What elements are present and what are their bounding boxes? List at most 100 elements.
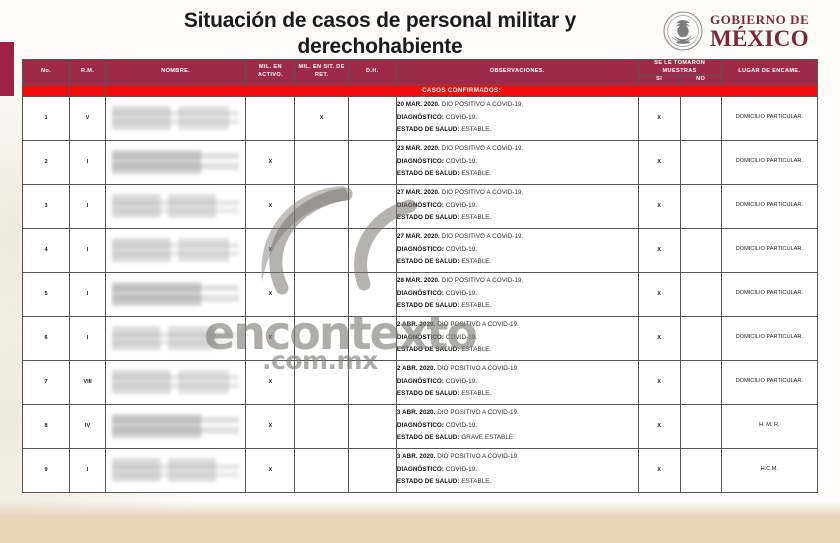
cell-observaciones: 27 MAR. 2020. DIO POSITIVO A COVID-19. D… bbox=[395, 227, 639, 273]
col-header-muestras-si: SI bbox=[637, 75, 681, 85]
col-header-muestras-no: NO bbox=[679, 75, 722, 85]
obs-line-date: 2 ABR. 2020. DIO POSITIVO A COVID-19. bbox=[396, 321, 519, 329]
cell-muestra-si: X bbox=[637, 95, 681, 141]
table-row[interactable]: 2 I X 23 MAR. 2020. DIO POSITIVO A COVID… bbox=[21, 139, 819, 185]
cell-dh bbox=[347, 359, 397, 405]
bottom-band-fade bbox=[0, 501, 840, 515]
obs-line-diagnostico: DIAGNÓSTICO: COVID-19. bbox=[396, 465, 478, 473]
cell-observaciones: 3 ABR. 2020. DIO POSITIVO A COVID-19. DI… bbox=[395, 447, 639, 493]
obs-line-date: 3 ABR. 2020. DIO POSITIVO A COVID-19. bbox=[396, 453, 519, 461]
cell-mil-activo: X bbox=[245, 139, 296, 185]
obs-line-diagnostico: DIAGNÓSTICO: COVID-19. bbox=[396, 333, 478, 341]
cell-dh bbox=[347, 447, 397, 493]
cell-no: 9 bbox=[21, 447, 71, 493]
cell-nombre bbox=[104, 227, 247, 273]
cell-no: 6 bbox=[21, 315, 71, 361]
table-row[interactable]: 4 I X 27 MAR. 2020. DIO POSITIVO A COVID… bbox=[21, 227, 819, 273]
cell-nombre bbox=[104, 359, 247, 405]
obs-line-estado: ESTADO DE SALUD: GRAVE ESTABLE bbox=[396, 434, 514, 442]
cell-mil-activo bbox=[245, 95, 296, 141]
cell-nombre bbox=[104, 95, 247, 141]
cell-mil-activo: X bbox=[245, 227, 296, 273]
cell-rm: I bbox=[69, 227, 106, 273]
redacted-name bbox=[111, 106, 240, 131]
cases-table: No. R.M. NOMBRE. MIL. EN ACTIVO. MIL. EN… bbox=[21, 58, 819, 493]
cell-nombre bbox=[104, 139, 247, 185]
cell-mil-activo: X bbox=[245, 359, 296, 405]
cell-observaciones: 27 MAR. 2020. DIO POSITIVO A COVID-19. D… bbox=[395, 183, 639, 229]
cell-nombre bbox=[104, 315, 247, 361]
cell-muestra-no bbox=[679, 403, 722, 449]
col-header-rm: R.M. bbox=[69, 59, 106, 85]
cell-muestra-no bbox=[679, 359, 722, 405]
cell-muestra-no bbox=[679, 183, 722, 229]
mexican-eagle-seal-icon bbox=[663, 11, 703, 51]
cell-lugar-encame: DOMICILIO PARTICULAR. bbox=[720, 271, 819, 317]
cell-nombre bbox=[104, 271, 247, 317]
cell-mil-activo: X bbox=[245, 447, 296, 493]
cell-lugar-encame: DOMICILIO PARTICULAR. bbox=[720, 315, 819, 361]
cell-observaciones: 2 ABR. 2020. DIO POSITIVO A COVID-19. DI… bbox=[395, 315, 639, 361]
redacted-name bbox=[111, 282, 240, 307]
cell-no: 4 bbox=[21, 227, 71, 273]
cell-muestra-si: X bbox=[637, 315, 681, 361]
cell-no: 7 bbox=[21, 359, 71, 405]
obs-line-diagnostico: DIAGNÓSTICO: COVID-19. bbox=[396, 289, 478, 297]
obs-line-diagnostico: DIAGNÓSTICO: COVID-19. bbox=[396, 245, 478, 253]
cell-no: 1 bbox=[21, 95, 71, 141]
obs-line-diagnostico: DIAGNÓSTICO: COVID-19. bbox=[396, 377, 478, 385]
table-row[interactable]: 7 VIII X 2 ABR. 2020. DIO POSITIVO A COV… bbox=[21, 359, 819, 405]
cell-lugar-encame: H. M. R. bbox=[720, 403, 819, 449]
obs-line-estado: ESTADO DE SALUD: ESTABLE. bbox=[396, 390, 492, 398]
cell-lugar-encame: H.C.M. bbox=[720, 447, 819, 493]
cell-no: 5 bbox=[21, 271, 71, 317]
cell-mil-retiro bbox=[294, 227, 349, 273]
cell-lugar-encame: DOMICILIO PARTICULAR. bbox=[720, 227, 819, 273]
cell-mil-activo: X bbox=[245, 403, 296, 449]
obs-line-date: 23 MAR. 2020. DIO POSITIVO A COVID-19. bbox=[396, 145, 524, 153]
obs-line-estado: ESTADO DE SALUD: ESTABLE. bbox=[396, 214, 492, 222]
cell-rm: V bbox=[69, 95, 106, 141]
logo-text: GOBIERNO DE MÉXICO bbox=[710, 13, 809, 50]
table-row[interactable]: 8 IV X 3 ABR. 2020. DIO POSITIVO A COVID… bbox=[21, 403, 819, 449]
redacted-name bbox=[111, 458, 240, 483]
header-row-main: No. R.M. NOMBRE. MIL. EN ACTIVO. MIL. EN… bbox=[21, 58, 819, 85]
obs-line-date: 27 MAR. 2020. DIO POSITIVO A COVID-19. bbox=[396, 233, 524, 241]
page-title: Situación de casos de personal militar y… bbox=[183, 9, 577, 58]
obs-line-diagnostico: DIAGNÓSTICO: COVID-19. bbox=[396, 201, 478, 209]
cell-no: 3 bbox=[21, 183, 71, 229]
cell-mil-activo: X bbox=[245, 315, 296, 361]
cell-muestra-si: X bbox=[637, 359, 681, 405]
obs-line-diagnostico: DIAGNÓSTICO: COVID-19. bbox=[396, 421, 478, 429]
cell-observaciones: 2 ABR. 2020. DIO POSITIVO A COVID-19. DI… bbox=[395, 359, 639, 405]
col-header-mil-retiro: MIL. EN SIT. DE RET. bbox=[294, 59, 349, 85]
table-head: No. R.M. NOMBRE. MIL. EN ACTIVO. MIL. EN… bbox=[21, 58, 819, 85]
cell-muestra-si: X bbox=[637, 227, 681, 273]
table-row[interactable]: 1 V X 20 MAR. 2020. DIO POSITIVO A COVID… bbox=[21, 95, 819, 141]
obs-line-date: 2 ABR. 2020. DIO POSITIVO A COVID-19. bbox=[396, 365, 519, 373]
cell-dh bbox=[347, 139, 397, 185]
band-cell-left bbox=[21, 83, 71, 97]
cell-observaciones: 3 ABR. 2020. DIO POSITIVO A COVID-19. DI… bbox=[395, 403, 639, 449]
cell-lugar-encame: DOMICILIO PARTICULAR. bbox=[720, 183, 819, 229]
obs-line-estado: ESTADO DE SALUD: ESTABLE. bbox=[396, 346, 492, 354]
cell-muestra-no bbox=[679, 315, 722, 361]
band-label-casos-confirmados: CASOS CONFIRMADOS: bbox=[104, 83, 819, 97]
cell-observaciones: 23 MAR. 2020. DIO POSITIVO A COVID-19. D… bbox=[395, 139, 639, 185]
table-row[interactable]: 9 I X 3 ABR. 2020. DIO POSITIVO A COVID-… bbox=[21, 447, 819, 493]
cell-muestra-si: X bbox=[637, 447, 681, 493]
table-row[interactable]: 5 I X 28 MAR. 2020. DIO POSITIVO A COVID… bbox=[21, 271, 819, 317]
band-cell-left2 bbox=[69, 83, 106, 97]
table-body: CASOS CONFIRMADOS: 1 V X 20 MAR. 2020. D… bbox=[21, 83, 819, 493]
logo-line-1: GOBIERNO DE bbox=[710, 11, 810, 27]
obs-line-date: 20 MAR. 2020. DIO POSITIVO A COVID-19. bbox=[396, 101, 524, 109]
obs-line-estado: ESTADO DE SALUD: ESTABLE. bbox=[396, 258, 492, 266]
cell-observaciones: 20 MAR. 2020. DIO POSITIVO A COVID-19. D… bbox=[395, 95, 639, 141]
table-row[interactable]: 3 I X 27 MAR. 2020. DIO POSITIVO A COVID… bbox=[21, 183, 819, 229]
cell-muestra-no bbox=[679, 227, 722, 273]
col-header-nombre: NOMBRE. bbox=[104, 59, 247, 85]
cell-mil-retiro bbox=[294, 315, 349, 361]
cell-no: 8 bbox=[21, 403, 71, 449]
table-row[interactable]: 6 I X 2 ABR. 2020. DIO POSITIVO A COVID-… bbox=[21, 315, 819, 361]
obs-line-date: 28 MAR. 2020. DIO POSITIVO A COVID-19. bbox=[396, 277, 524, 285]
